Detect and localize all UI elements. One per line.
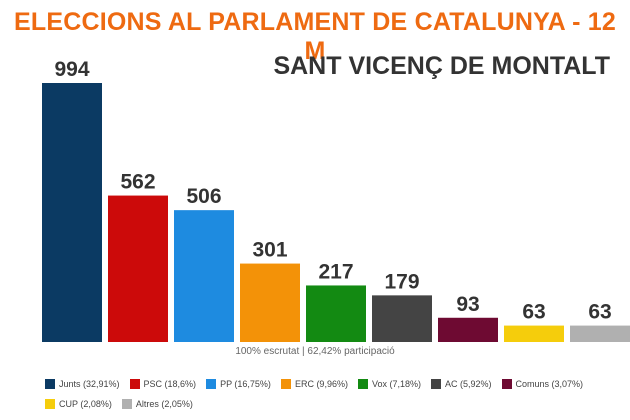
legend-item-altres: Altres (2,05%) bbox=[121, 394, 193, 414]
legend-swatch bbox=[206, 379, 217, 389]
legend-label: AC (5,92%) bbox=[444, 379, 492, 389]
legend-item-erc: ERC (9,96%) bbox=[280, 374, 348, 394]
value-label-cup: 63 bbox=[522, 301, 545, 324]
bar-vox bbox=[306, 285, 366, 342]
bar-pp bbox=[174, 210, 234, 342]
bar-ac bbox=[372, 295, 432, 342]
legend-item-psc: PSC (18,6%) bbox=[129, 374, 197, 394]
value-label-altres: 63 bbox=[588, 301, 611, 324]
legend-swatch bbox=[45, 379, 55, 389]
legend-swatch bbox=[121, 399, 132, 409]
bar-altres bbox=[570, 325, 630, 342]
legend-label: Altres (2,05%) bbox=[135, 399, 193, 409]
legend-label: PSC (18,6%) bbox=[143, 379, 197, 389]
bar-erc bbox=[240, 263, 300, 342]
value-label-ac: 179 bbox=[384, 270, 419, 293]
legend-item-pp: PP (16,75%) bbox=[206, 374, 271, 394]
value-label-erc: 301 bbox=[252, 239, 287, 262]
legend-label: Comuns (3,07%) bbox=[515, 379, 584, 389]
legend-swatch bbox=[45, 399, 55, 409]
legend-swatch bbox=[280, 379, 291, 389]
legend-item-vox: Vox (7,18%) bbox=[357, 374, 421, 394]
bar-cup bbox=[504, 325, 564, 342]
legend-label: Vox (7,18%) bbox=[371, 379, 421, 389]
legend-item-ac: AC (5,92%) bbox=[430, 374, 492, 394]
legend-label: CUP (2,08%) bbox=[59, 399, 112, 409]
value-label-pp: 506 bbox=[186, 185, 221, 208]
legend-swatch bbox=[357, 379, 368, 389]
legend-item-comuns: Comuns (3,07%) bbox=[501, 374, 584, 394]
value-label-vox: 217 bbox=[318, 260, 353, 283]
value-label-psc: 562 bbox=[120, 171, 155, 194]
legend-swatch bbox=[501, 379, 512, 389]
bar-comuns bbox=[438, 317, 498, 342]
legend-label: PP (16,75%) bbox=[220, 379, 271, 389]
legend-label: ERC (9,96%) bbox=[294, 379, 348, 389]
bar-junts bbox=[42, 83, 102, 342]
bar-chart: 994 562 506 301 217 179 93 63 63 bbox=[42, 58, 630, 342]
chart-title: ELECCIONS AL PARLAMENT DE CATALUNYA - 12… bbox=[13, 8, 617, 65]
legend-item-junts: Junts (32,91%) bbox=[45, 374, 120, 394]
value-label-comuns: 93 bbox=[456, 293, 479, 316]
legend-label: Junts (32,91%) bbox=[59, 379, 120, 389]
legend-swatch bbox=[430, 379, 441, 389]
value-label-junts: 994 bbox=[54, 58, 89, 81]
legend-swatch bbox=[129, 379, 140, 389]
bar-psc bbox=[108, 195, 168, 342]
legend-item-cup: CUP (2,08%) bbox=[45, 394, 112, 414]
chart-subtitle: SANT VICENÇ DE MONTALT bbox=[273, 52, 610, 80]
footnote: 100% escrutat | 62,42% participació bbox=[235, 346, 395, 357]
legend: Junts (32,91%) PSC (18,6%) PP (16,75%) ERC … bbox=[45, 374, 605, 414]
